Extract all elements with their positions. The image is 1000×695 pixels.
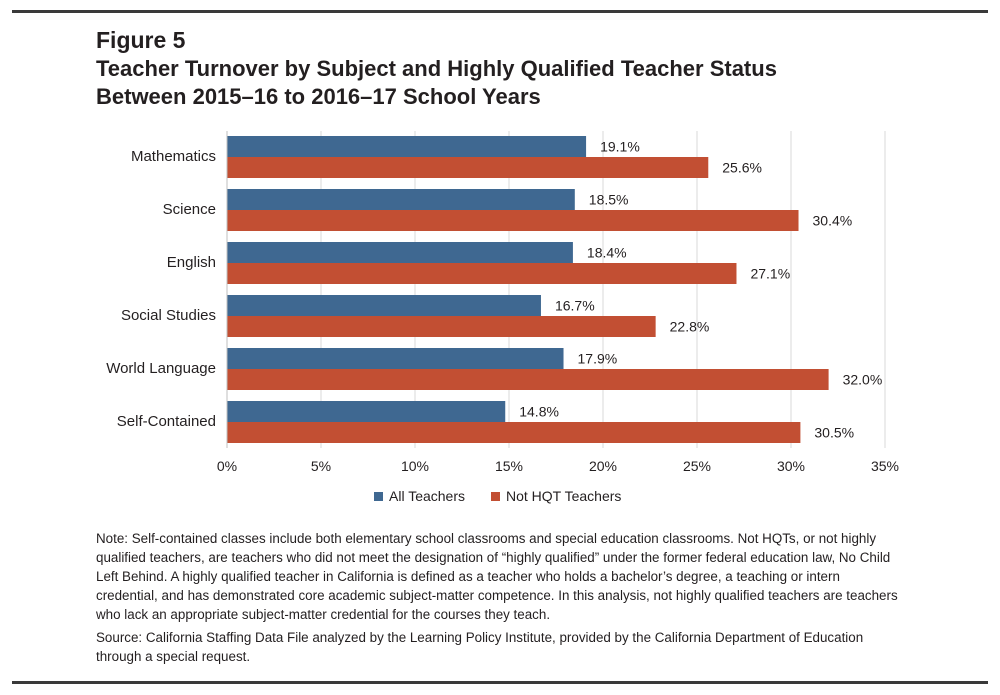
bottom-rule	[12, 681, 988, 684]
data-label: 19.1%	[600, 139, 640, 155]
y-category-label: Science	[163, 201, 216, 218]
x-tick-label: 15%	[495, 458, 523, 474]
chart-title-line-2: Between 2015–16 to 2016–17 School Years	[96, 84, 541, 109]
bar-all-teachers	[227, 242, 573, 263]
y-category-label: World Language	[106, 360, 216, 377]
x-tick-label: 5%	[311, 458, 331, 474]
data-label: 18.4%	[587, 245, 627, 261]
y-category-label: English	[167, 254, 216, 271]
data-label: 18.5%	[589, 192, 629, 208]
y-category-label: Self-Contained	[117, 413, 216, 430]
x-tick-label: 30%	[777, 458, 805, 474]
data-label: 17.9%	[578, 351, 618, 367]
x-tick-label: 10%	[401, 458, 429, 474]
bar-all-teachers	[227, 348, 564, 369]
data-label: 27.1%	[750, 266, 790, 282]
bar-all-teachers	[227, 189, 575, 210]
figure-label: Figure 5	[96, 27, 186, 53]
chart-source: Source: California Staffing Data File an…	[96, 630, 864, 664]
chart-title-line-1: Teacher Turnover by Subject and Highly Q…	[96, 56, 777, 81]
data-label: 22.8%	[670, 319, 710, 335]
bar-all-teachers	[227, 136, 587, 157]
bar-not-hqt	[227, 316, 656, 337]
x-tick-label: 20%	[589, 458, 617, 474]
x-tick-label: 25%	[683, 458, 711, 474]
legend-label: All Teachers	[389, 488, 465, 504]
x-tick-label: 35%	[871, 458, 899, 474]
bar-chart: 0% 5% 10% 15% 20% 25% 30% 35% 19.1% 25.6% Mathemat…	[106, 131, 899, 504]
legend-swatch-not-hqt	[491, 492, 500, 501]
bar-all-teachers	[227, 401, 506, 422]
bar-not-hqt	[227, 422, 801, 443]
chart-note: Note: Self-contained classes include bot…	[96, 531, 898, 622]
data-label: 32.0%	[843, 372, 883, 388]
data-label: 16.7%	[555, 298, 595, 314]
bar-not-hqt	[227, 263, 737, 284]
bar-not-hqt	[227, 369, 829, 390]
chart-title: Teacher Turnover by Subject and Highly Q…	[96, 55, 856, 111]
bar-not-hqt	[227, 157, 709, 178]
bar-not-hqt	[227, 210, 799, 231]
legend-swatch-all-teachers	[374, 492, 383, 501]
legend-label: Not HQT Teachers	[506, 488, 621, 504]
data-label: 30.5%	[814, 425, 854, 441]
y-category-label: Mathematics	[131, 148, 216, 165]
bar-all-teachers	[227, 295, 541, 316]
top-rule	[12, 10, 988, 13]
y-category-label: Social Studies	[121, 307, 216, 324]
data-label: 30.4%	[813, 213, 853, 229]
x-tick-label: 0%	[217, 458, 237, 474]
data-label: 25.6%	[722, 160, 762, 176]
data-label: 14.8%	[519, 404, 559, 420]
